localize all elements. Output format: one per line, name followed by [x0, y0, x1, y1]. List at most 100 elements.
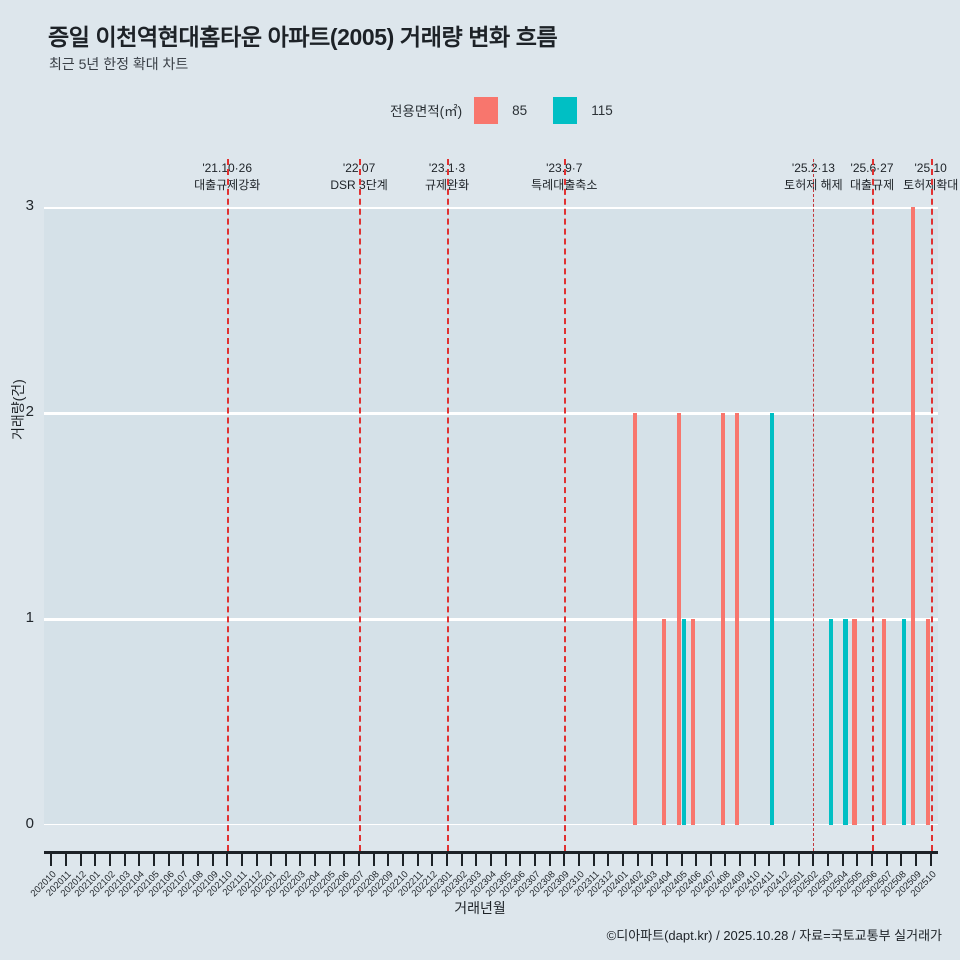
x-tick [138, 854, 141, 866]
x-tick [607, 854, 610, 866]
x-tick [211, 854, 214, 866]
y-tick-label: 0 [25, 815, 34, 832]
event-line-202506 [872, 159, 875, 851]
x-tick [768, 854, 771, 866]
x-tick [900, 854, 903, 866]
x-tick [402, 854, 405, 866]
x-tick [50, 854, 53, 866]
bar-115-202504[interactable] [843, 619, 848, 825]
page-subtitle: 최근 5년 한정 확대 차트 [49, 56, 189, 72]
gridline [44, 411, 938, 415]
x-tick [123, 854, 126, 866]
x-tick [446, 854, 449, 866]
x-tick [827, 854, 830, 866]
legend-item-115[interactable]: 115 [553, 96, 613, 124]
event-line-202309 [564, 159, 567, 851]
x-tick [519, 854, 522, 866]
legend-swatch-85 [474, 96, 499, 124]
y-tick-label: 3 [25, 197, 34, 214]
bar-85-202404[interactable] [661, 619, 667, 825]
x-tick [226, 854, 229, 866]
legend-title: 전용면적(㎡) [390, 104, 463, 119]
x-tick [167, 854, 170, 866]
x-tick [387, 854, 390, 866]
legend: 전용면적(㎡) 85 115 [390, 96, 639, 124]
x-tick [460, 854, 463, 866]
x-axis-label: 거래년월 [454, 900, 506, 916]
x-tick [636, 854, 639, 866]
bar-85-202406[interactable] [691, 619, 696, 825]
x-tick [783, 854, 786, 866]
event-date: '21.10·26 [202, 161, 253, 175]
x-axis [44, 851, 938, 854]
x-tick [358, 854, 361, 866]
x-tick [152, 854, 155, 866]
x-tick [724, 854, 727, 866]
x-tick [431, 854, 434, 866]
bar-85-202409[interactable] [735, 413, 740, 825]
x-tick [709, 854, 712, 866]
x-tick [651, 854, 654, 866]
x-tick [753, 854, 756, 866]
x-tick [270, 854, 273, 866]
x-tick [665, 854, 668, 866]
event-line-202110 [227, 159, 230, 851]
bar-85-202402[interactable] [632, 413, 637, 825]
x-tick [885, 854, 888, 866]
bar-85-202510[interactable] [925, 619, 930, 825]
event-line-202510 [930, 159, 933, 851]
gridline [44, 823, 938, 825]
x-tick [563, 854, 566, 866]
x-tick [64, 854, 67, 866]
bar-115-202503[interactable] [828, 619, 834, 825]
event-date: '25.6·27 [850, 161, 894, 175]
legend-item-85[interactable]: 85 [474, 96, 528, 124]
x-tick [343, 854, 346, 866]
plot-area [44, 207, 938, 825]
x-tick [577, 854, 580, 866]
y-tick-label: 1 [25, 609, 34, 626]
bar-115-202405[interactable] [682, 619, 687, 825]
legend-swatch-115 [553, 96, 578, 124]
bar-85-202405[interactable] [676, 413, 681, 825]
y-tick-label: 2 [25, 403, 34, 420]
x-tick [797, 854, 800, 866]
x-tick [255, 854, 258, 866]
x-tick [79, 854, 82, 866]
x-tick [416, 854, 419, 866]
x-tick [372, 854, 375, 866]
bar-85-202505[interactable] [852, 619, 857, 825]
footer-credit: ©디아파트(dapt.kr) / 2025.10.28 / 자료=국토교통부 실… [606, 928, 942, 943]
x-tick [240, 854, 243, 866]
bar-115-202411[interactable] [770, 413, 775, 825]
x-tick [915, 854, 918, 866]
x-tick [475, 854, 478, 866]
x-tick [695, 854, 698, 866]
event-date: '23.9·7 [546, 161, 583, 175]
legend-label-115: 115 [591, 102, 613, 118]
x-tick [871, 854, 874, 866]
x-tick [328, 854, 331, 866]
bar-85-202507[interactable] [881, 619, 886, 825]
gridline [44, 617, 938, 621]
bar-85-202509[interactable] [911, 207, 916, 825]
bar-115-202508[interactable] [902, 619, 907, 825]
x-tick [284, 854, 287, 866]
x-tick [592, 854, 595, 866]
x-tick [680, 854, 683, 866]
x-tick [841, 854, 844, 866]
event-date: '22.07 [342, 161, 376, 175]
x-tick [108, 854, 111, 866]
x-tick [196, 854, 199, 866]
x-tick [504, 854, 507, 866]
bar-85-202408[interactable] [720, 413, 725, 825]
event-line-202207 [359, 159, 362, 851]
x-tick [533, 854, 536, 866]
x-tick [812, 854, 815, 866]
legend-label-85: 85 [512, 102, 528, 118]
event-line-202301 [447, 159, 450, 851]
x-tick [548, 854, 551, 866]
x-tick [299, 854, 302, 866]
x-tick [856, 854, 859, 866]
